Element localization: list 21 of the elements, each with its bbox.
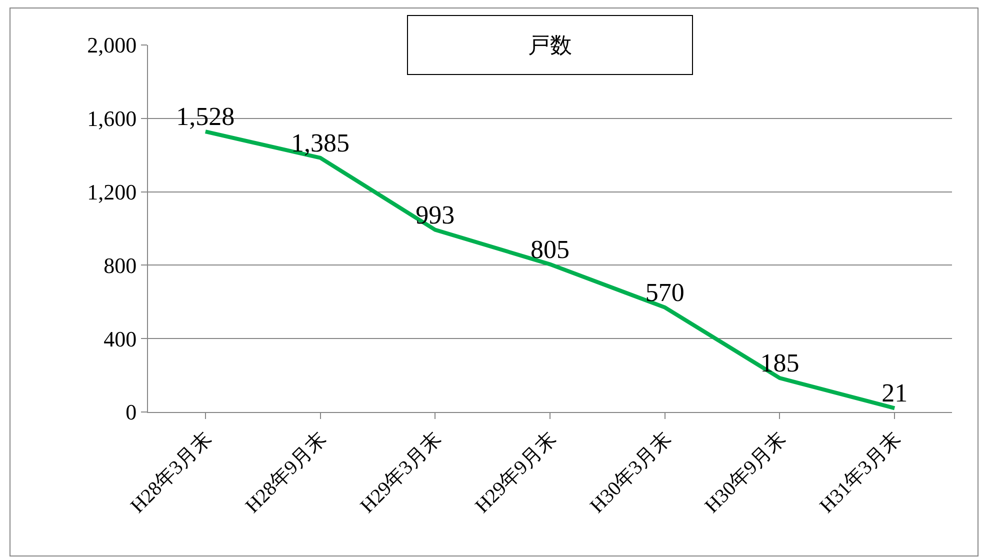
x-tick-label: H30年3月末 bbox=[586, 428, 676, 518]
x-tick-label: H29年3月末 bbox=[356, 428, 446, 518]
data-label: 1,385 bbox=[291, 128, 350, 158]
x-tick-label: H30年9月末 bbox=[700, 428, 790, 518]
y-tick-label: 0 bbox=[126, 400, 137, 425]
x-tick-label: H31年3月末 bbox=[816, 428, 906, 518]
data-label: 1,528 bbox=[176, 102, 235, 132]
x-tick-label: H28年3月末 bbox=[126, 428, 216, 518]
data-label: 570 bbox=[645, 278, 684, 307]
y-tick-label: 1,200 bbox=[87, 180, 137, 204]
data-label: 993 bbox=[416, 200, 455, 230]
data-label: 805 bbox=[530, 234, 570, 264]
y-tick-label: 1,600 bbox=[87, 106, 137, 132]
x-tick-label: H28年9月末 bbox=[241, 428, 331, 518]
data-label: 185 bbox=[760, 348, 800, 378]
chart-title: 戸数 bbox=[528, 32, 572, 58]
data-label: 21 bbox=[882, 378, 908, 408]
y-tick-label: 400 bbox=[104, 326, 137, 352]
x-tick-label: H29年9月末 bbox=[471, 428, 561, 518]
y-tick-label: 800 bbox=[104, 252, 137, 278]
y-tick-label: 2,000 bbox=[87, 32, 137, 58]
